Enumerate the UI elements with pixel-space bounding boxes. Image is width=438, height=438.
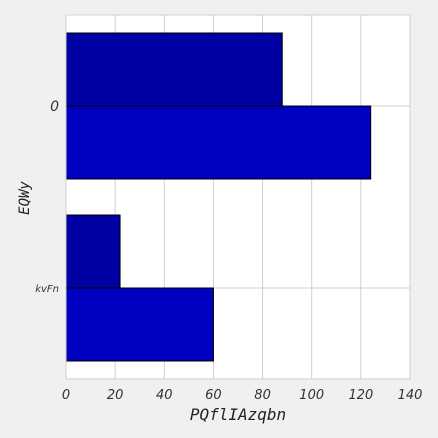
y-axis-title: EQWy [17, 181, 33, 215]
x-axis-title: PQflIAzqbn [190, 405, 286, 424]
y-tick-label: 0 [50, 99, 59, 115]
y-tick-label: kvFn [35, 284, 59, 295]
bar [65, 214, 121, 289]
bars [65, 14, 411, 380]
x-tick-label: 140 [398, 388, 423, 403]
x-tick-label: 60 [205, 388, 222, 403]
x-tick-label: 120 [348, 388, 373, 403]
y-axis-ticks: 0 kvFn [35, 99, 59, 295]
x-tick-label: 40 [156, 388, 173, 403]
plot-border [65, 14, 411, 380]
bar [65, 287, 214, 362]
x-tick-label: 80 [254, 388, 271, 403]
x-axis-ticks: 0 20 40 60 80 100 120 140 [62, 388, 423, 403]
bar [65, 32, 283, 107]
x-tick-label: 20 [107, 388, 124, 403]
x-tick-label: 100 [299, 388, 324, 403]
x-tick-label: 0 [62, 388, 70, 403]
bar [65, 105, 372, 180]
